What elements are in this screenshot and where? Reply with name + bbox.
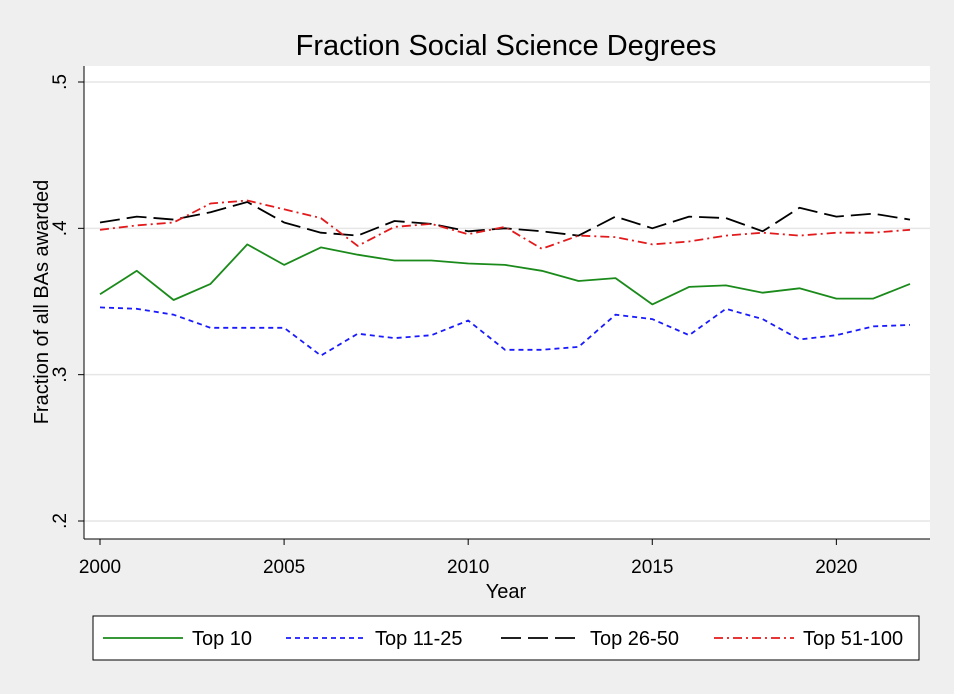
axes: .2 .3 .4 .5 2000 2005 2010 2015 2020 xyxy=(50,66,930,578)
plot-area xyxy=(84,66,930,539)
legend-label-2: Top 11-25 xyxy=(375,628,462,650)
x-tick-label: 2020 xyxy=(815,557,857,578)
y-axis-title: Fraction of all BAs awarded xyxy=(31,180,53,425)
y-tick-label: .2 xyxy=(50,513,71,529)
x-tick-label: 2005 xyxy=(263,557,305,578)
series-lines xyxy=(99,199,911,357)
legend-label-1: Top 10 xyxy=(192,628,252,650)
series-line-4 xyxy=(99,199,911,250)
y-tick-label: .4 xyxy=(50,220,71,236)
legend-label-3: Top 26-50 xyxy=(590,628,679,650)
x-tick-label: 2015 xyxy=(631,557,673,578)
series-line-1 xyxy=(99,243,911,306)
x-tick-label: 2000 xyxy=(79,557,121,578)
series-line-2 xyxy=(99,306,911,357)
x-axis-title: Year xyxy=(486,581,527,603)
legend: Top 10 Top 11-25 Top 26-50 Top 51-100 xyxy=(103,628,903,650)
y-tick-label: .5 xyxy=(50,74,71,90)
legend-label-4: Top 51-100 xyxy=(803,628,903,650)
y-tick-label: .3 xyxy=(50,367,71,383)
series-line-3 xyxy=(99,201,911,237)
chart-title: Fraction Social Science Degrees xyxy=(296,30,717,62)
x-tick-label: 2010 xyxy=(447,557,489,578)
